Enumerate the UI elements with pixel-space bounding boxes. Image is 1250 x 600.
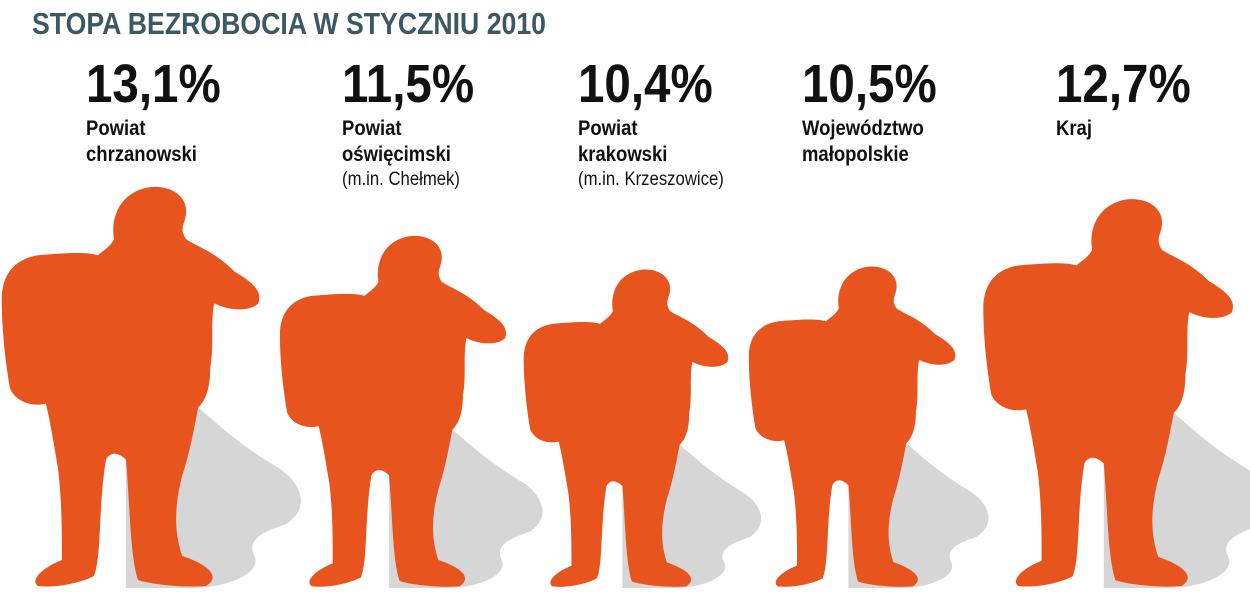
column-label-2: 11,5% Powiat oświęcimski (m.in. Chełmek): [342, 54, 572, 192]
figure-5: [983, 199, 1250, 588]
value-label: 13,1%: [86, 54, 221, 114]
figure-silhouette: [279, 235, 507, 587]
value-label: 11,5%: [342, 54, 475, 114]
category-label: Powiat krakowski: [578, 117, 668, 166]
column-label-3: 10,4% Powiat krakowski (m.in. Krzeszowic…: [578, 54, 808, 192]
figure-silhouette: [1, 186, 260, 587]
value-label: 10,5%: [802, 54, 937, 114]
category-label: Powiat oświęcimski: [342, 117, 451, 166]
chart-title: STOPA BEZROBOCIA W STYCZNIU 2010: [32, 6, 547, 41]
value-label: 10,4%: [578, 54, 713, 114]
category-note: (m.in. Krzeszowice): [578, 169, 724, 190]
category-label: Kraj: [1056, 117, 1092, 140]
category-note: (m.in. Chełmek): [342, 169, 460, 190]
figure-silhouette: [523, 269, 729, 587]
column-label-1: 13,1% Powiat chrzanowski: [86, 54, 316, 168]
figure-1: [1, 186, 301, 588]
category-label: Województwo małopolskie: [802, 117, 924, 166]
column-label-4: 10,5% Województwo małopolskie: [802, 54, 1032, 168]
value-label: 12,7%: [1056, 54, 1191, 114]
figure-3: [523, 269, 762, 588]
figure-silhouette: [748, 266, 956, 587]
category-label: Powiat chrzanowski: [86, 117, 197, 166]
figure-4: [748, 266, 989, 588]
figure-2: [279, 235, 543, 588]
column-label-5: 12,7% Kraj: [1056, 54, 1250, 142]
figure-silhouette: [983, 199, 1233, 587]
